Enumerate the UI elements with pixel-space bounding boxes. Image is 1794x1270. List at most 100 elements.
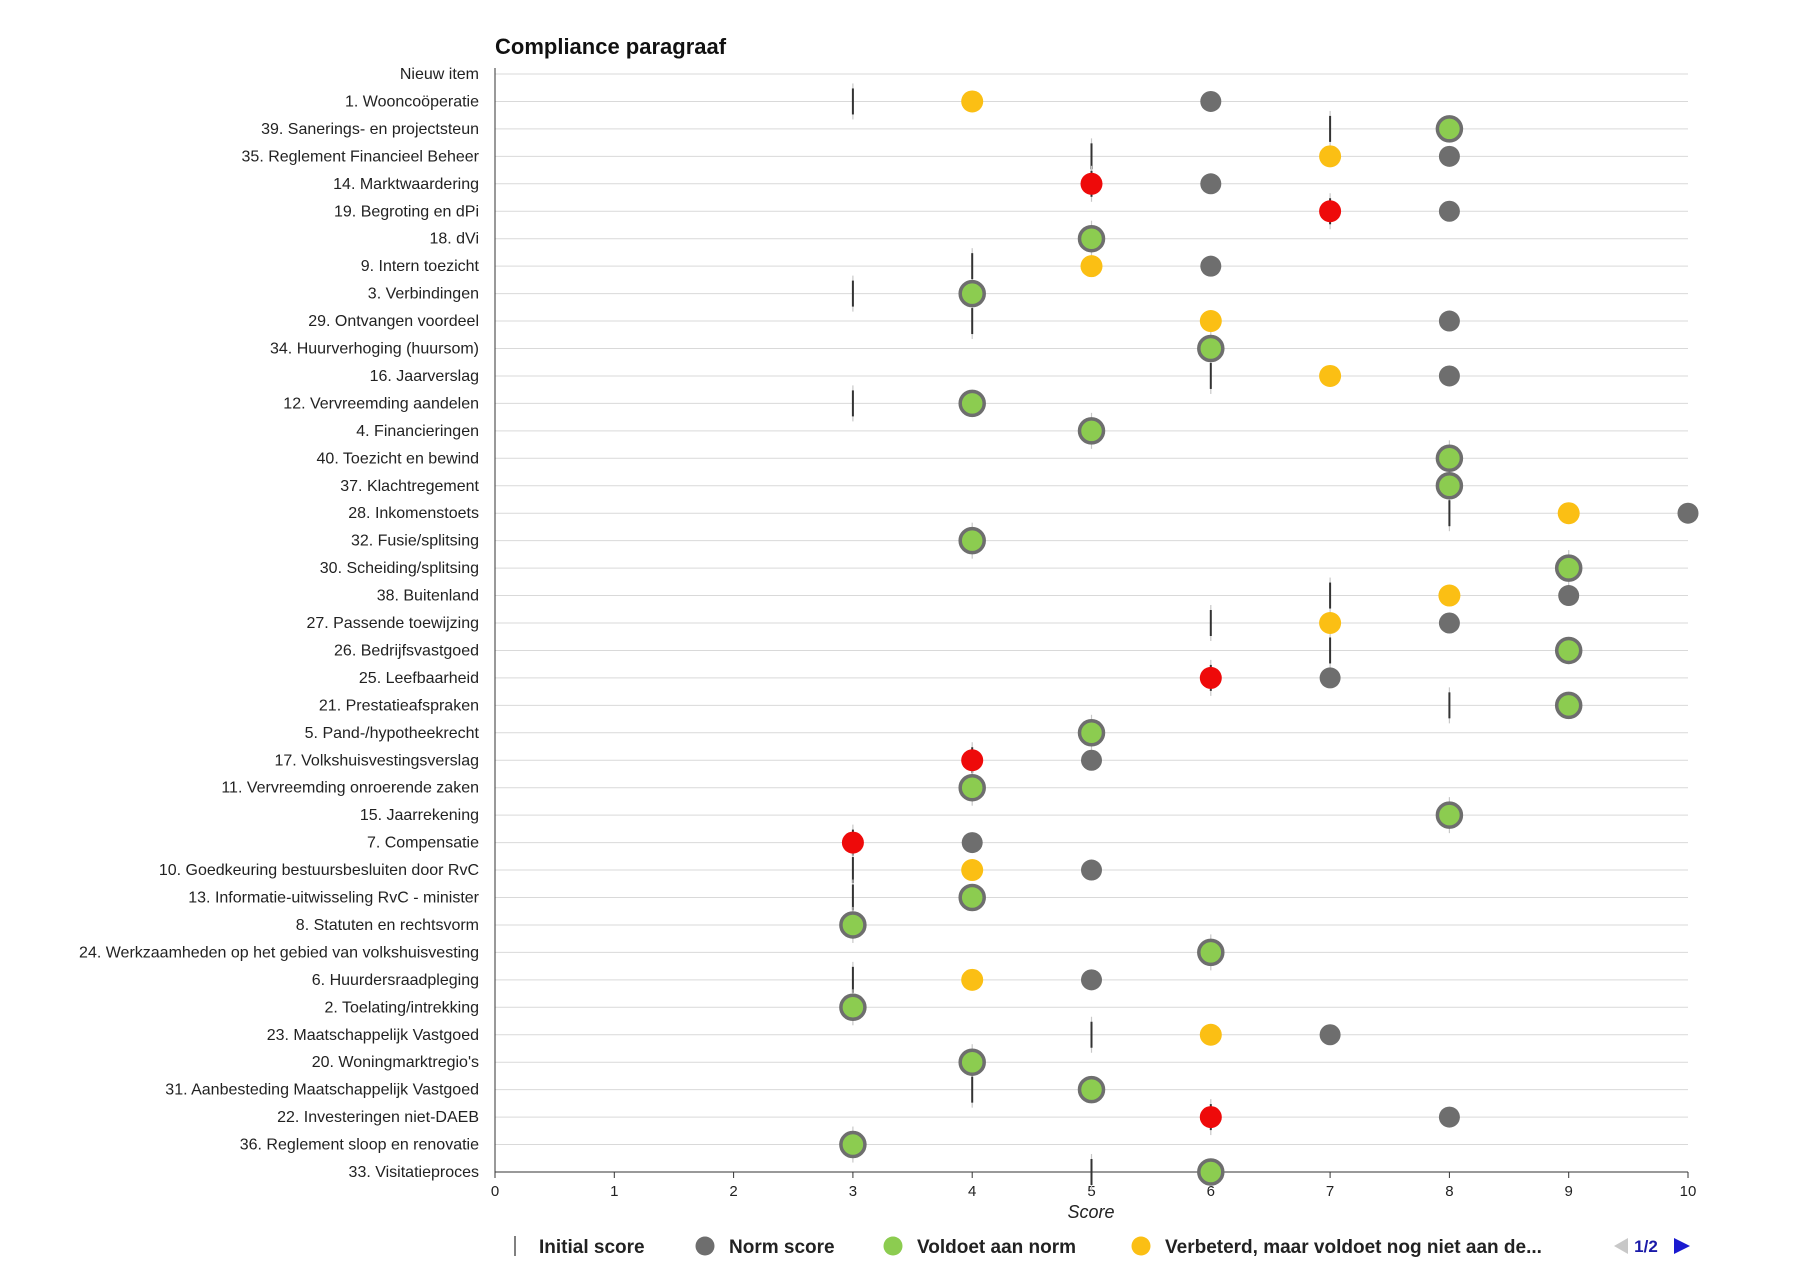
verbeterd-point (961, 90, 984, 113)
voldoet-point (1197, 334, 1225, 363)
voldoet-point (958, 389, 986, 418)
voldoet-point (958, 279, 986, 308)
x-axis-title: Score (1067, 1202, 1114, 1222)
legend-item[interactable]: Voldoet aan norm (883, 1236, 1077, 1259)
voldoet-niet-point (1199, 1106, 1222, 1129)
norm-score-point (1200, 173, 1222, 195)
legend: Initial score Norm score Voldoet aan norm V… (514, 1236, 1690, 1259)
voldoet-point (1077, 417, 1106, 445)
category-label: 35. Reglement Financieel Beheer (242, 148, 480, 165)
voldoet-niet-point (841, 831, 864, 854)
norm-score-point (1319, 667, 1341, 689)
x-tick-label: 9 (1565, 1183, 1573, 1200)
category-label: 24. Werkzaamheden op het gebied van volk… (79, 944, 479, 961)
x-tick-label: 8 (1445, 1183, 1453, 1200)
verbeterd-point (1319, 612, 1342, 634)
voldoet-point (958, 883, 986, 912)
verbeterd-point (1080, 255, 1103, 278)
legend-label: Initial score (539, 1237, 645, 1258)
data-points (839, 83, 1699, 1190)
voldoet-point (1077, 224, 1106, 253)
category-label: 27. Passende toewijzing (306, 615, 479, 632)
category-label: 33. Visitatieproces (349, 1164, 479, 1181)
voldoet-niet-point (1319, 200, 1342, 223)
category-label: 31. Aanbesteding Maatschappelijk Vastgoe… (165, 1082, 479, 1099)
voldoet-point (1435, 444, 1464, 473)
category-label: 40. Toezicht en bewind (317, 450, 479, 467)
pager-next-arrow-icon[interactable] (1674, 1238, 1690, 1254)
x-tick-labels: 0 1 2 3 4 5 6 7 8 9 10 (491, 1183, 1697, 1200)
verbeterd-point (1319, 145, 1342, 168)
category-label: 34. Huurverhoging (huursom) (270, 341, 479, 358)
category-label: 13. Informatie-uitwisseling RvC - minist… (188, 890, 479, 907)
category-label: 12. Vervreemding aandelen (283, 395, 479, 412)
voldoet-point (958, 1048, 986, 1076)
category-label: 1. Wooncoöperatie (345, 93, 479, 110)
category-label: Nieuw item (400, 66, 479, 83)
norm-score-point (1438, 365, 1460, 387)
category-label: 14. Marktwaardering (333, 176, 479, 193)
category-label: 38. Buitenland (377, 588, 479, 605)
voldoet-point (1435, 801, 1464, 829)
category-label: 23. Maatschappelijk Vastgoed (267, 1027, 479, 1044)
x-tick-label: 4 (968, 1183, 976, 1200)
voldoet-point (1077, 1075, 1106, 1104)
legend-item[interactable]: Verbeterd, maar voldoet nog niet aan de.… (1131, 1236, 1542, 1259)
category-label: 32. Fusie/splitsing (351, 533, 479, 550)
category-label: 15. Jaarrekening (360, 807, 479, 824)
legend-item[interactable]: Initial score (514, 1236, 645, 1258)
x-tick-label: 0 (491, 1183, 499, 1200)
voldoet-point (1077, 719, 1106, 747)
category-label: 3. Verbindingen (368, 286, 479, 303)
norm-score-point (1200, 90, 1222, 112)
voldoet-point (839, 911, 867, 939)
legend-item[interactable]: Norm score (695, 1236, 835, 1259)
verbeterd-point (961, 968, 984, 991)
norm-score-point (1081, 859, 1102, 881)
legend-label: Voldoet aan norm (917, 1237, 1076, 1258)
norm-score-point (1438, 200, 1460, 222)
category-label: 25. Leefbaarheid (359, 670, 479, 687)
category-labels: Nieuw item 1. Wooncoöperatie 39. Sanerings… (79, 66, 480, 1181)
category-label: 37. Klachtregement (340, 478, 479, 495)
norm-score-point (1558, 585, 1580, 607)
category-label: 29. Ontvangen voordeel (308, 313, 479, 330)
verbeterd-point (1199, 310, 1222, 333)
voldoet-point (839, 1130, 867, 1159)
category-label: 19. Begroting en dPi (334, 203, 479, 220)
voldoet-point (1554, 691, 1583, 720)
norm-score-point (1438, 310, 1460, 332)
voldoet-point (1197, 1158, 1225, 1186)
category-label: 8. Statuten en rechtsvorm (296, 917, 479, 934)
voldoet-point (1435, 472, 1464, 500)
category-label: 16. Jaarverslag (370, 368, 479, 385)
category-label: 36. Reglement sloop en renovatie (240, 1137, 479, 1154)
legend-swatch (695, 1236, 715, 1256)
x-tick-label: 1 (610, 1183, 618, 1200)
category-label: 17. Volkshuisvestingsverslag (274, 752, 479, 769)
legend-swatch (883, 1236, 903, 1256)
x-tick-label: 5 (1087, 1183, 1095, 1200)
voldoet-point (1197, 938, 1225, 967)
category-label: 9. Intern toezicht (361, 258, 480, 275)
verbeterd-point (961, 859, 984, 882)
category-label: 10. Goedkeuring bestuursbesluiten door R… (159, 862, 479, 879)
legend-pager: 1/2 (1614, 1237, 1690, 1256)
voldoet-point (1435, 115, 1464, 143)
category-label: 28. Inkomenstoets (348, 505, 479, 522)
category-label: 18. dVi (429, 231, 479, 248)
verbeterd-point (1557, 502, 1580, 525)
category-label: 2. Toelating/intrekking (325, 999, 479, 1016)
voldoet-niet-point (1199, 666, 1222, 689)
norm-score-point (1438, 612, 1460, 634)
norm-score-point (1319, 1024, 1341, 1046)
pager-prev-arrow-icon[interactable] (1614, 1238, 1628, 1254)
category-label: 22. Investeringen niet-DAEB (277, 1109, 479, 1126)
voldoet-point (958, 526, 986, 555)
norm-score-point (1438, 145, 1460, 167)
norm-score-point (1438, 1106, 1460, 1128)
category-label: 39. Sanerings- en projectsteun (261, 121, 479, 138)
category-label: 4. Financieringen (356, 423, 479, 440)
